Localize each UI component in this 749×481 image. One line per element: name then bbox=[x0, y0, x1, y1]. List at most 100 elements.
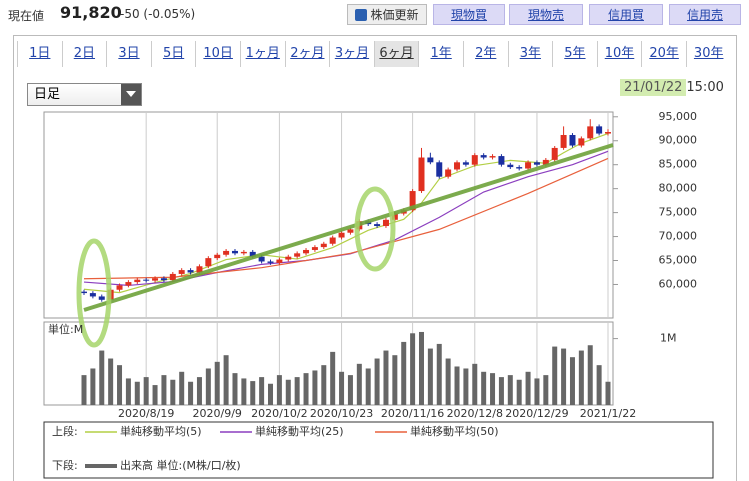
volume-bar bbox=[188, 381, 194, 405]
volume-bar bbox=[117, 365, 123, 405]
candle-body bbox=[294, 253, 301, 257]
candle-body bbox=[178, 270, 185, 274]
period-tab[interactable]: 3ヶ月 bbox=[329, 41, 374, 67]
volume-bar bbox=[561, 348, 567, 405]
candle-body bbox=[187, 270, 194, 273]
buy-button[interactable]: 現物買 bbox=[433, 4, 505, 25]
candle-body bbox=[249, 251, 256, 257]
volume-bar bbox=[259, 377, 265, 405]
volume-bar bbox=[392, 355, 398, 405]
candle-body bbox=[436, 162, 443, 177]
candle-body bbox=[152, 278, 159, 281]
volume-bar bbox=[179, 371, 185, 405]
candle-body bbox=[125, 282, 132, 286]
volume-bar bbox=[303, 373, 309, 405]
period-tab[interactable]: 1日 bbox=[17, 41, 62, 67]
volume-bar bbox=[543, 375, 549, 405]
volume-bar bbox=[250, 381, 256, 405]
period-tab[interactable]: 10日 bbox=[195, 41, 240, 67]
highlight-circle bbox=[76, 238, 112, 348]
volume-bar bbox=[605, 381, 611, 405]
volume-bar bbox=[347, 375, 353, 405]
volume-unit: 単位:M bbox=[48, 322, 83, 336]
volume-bar bbox=[232, 373, 238, 405]
volume-bar bbox=[401, 341, 407, 405]
period-tab[interactable]: 2日 bbox=[61, 41, 107, 67]
period-tab[interactable]: 20年 bbox=[641, 41, 686, 67]
legend-upper-label: 上段: bbox=[52, 424, 78, 438]
volume-bar bbox=[108, 358, 114, 405]
x-tick-label: 2020/12/29 bbox=[505, 407, 568, 420]
period-tab[interactable]: 10年 bbox=[596, 41, 642, 67]
legend-box bbox=[43, 421, 714, 479]
price-label: 現在値 bbox=[8, 9, 45, 23]
volume-frame bbox=[43, 321, 614, 406]
volume-bar bbox=[170, 379, 176, 405]
candle-body bbox=[471, 155, 478, 165]
interval-dropdown[interactable]: 日足 bbox=[27, 83, 142, 106]
legend-entry: 単純移動平均(5) bbox=[120, 424, 202, 438]
volume-bar bbox=[436, 343, 442, 405]
volume-bar bbox=[410, 333, 416, 405]
candle-body bbox=[525, 162, 532, 169]
x-tick-label: 2020/12/8 bbox=[447, 407, 503, 420]
dropdown-text: 日足 bbox=[34, 87, 61, 102]
volume-bar bbox=[427, 348, 433, 405]
period-tab[interactable]: 5日 bbox=[150, 41, 196, 67]
candle-body bbox=[489, 156, 496, 158]
y-tick-label: 60,000 bbox=[659, 277, 698, 290]
candle-body bbox=[223, 250, 230, 255]
period-tab[interactable]: 5年 bbox=[552, 41, 597, 67]
x-tick-label: 2020/8/19 bbox=[118, 407, 174, 420]
period-tab[interactable]: 1年 bbox=[418, 41, 463, 67]
volume-bar bbox=[90, 368, 96, 405]
x-tick-label: 2021/1/22 bbox=[580, 407, 636, 420]
candle-body bbox=[276, 259, 283, 263]
volume-bar bbox=[134, 381, 140, 405]
y-tick-label: 70,000 bbox=[659, 230, 698, 243]
candle-body bbox=[205, 258, 212, 267]
sell-button[interactable]: 現物売 bbox=[509, 4, 583, 25]
period-tab[interactable]: 2年 bbox=[462, 41, 508, 67]
y-tick-label: 65,000 bbox=[659, 254, 698, 267]
y-tick-label: 80,000 bbox=[659, 182, 698, 195]
volume-bar bbox=[152, 385, 158, 405]
period-tab[interactable]: 1ヶ月 bbox=[239, 41, 285, 67]
volume-bar bbox=[552, 346, 558, 405]
volume-bar bbox=[418, 331, 424, 405]
volume-bar bbox=[383, 350, 389, 405]
candle-body bbox=[480, 155, 487, 158]
candle-body bbox=[214, 254, 221, 259]
period-tab[interactable]: 30年 bbox=[685, 41, 731, 67]
margin-buy-button[interactable]: 信用買 bbox=[589, 4, 663, 25]
volume-bar bbox=[472, 363, 478, 405]
volume-bar bbox=[276, 375, 282, 405]
margin-sell-button[interactable]: 信用売 bbox=[669, 4, 741, 25]
period-tab[interactable]: 3日 bbox=[106, 41, 151, 67]
period-tab[interactable]: 6ヶ月 bbox=[373, 41, 419, 67]
volume-bar bbox=[498, 377, 504, 405]
period-tab[interactable]: 2ヶ月 bbox=[284, 41, 330, 67]
candle-body bbox=[347, 229, 354, 233]
dropdown-arrow bbox=[121, 84, 141, 105]
volume-bar bbox=[268, 383, 274, 405]
y-tick-label: 75,000 bbox=[659, 206, 698, 219]
volume-bar bbox=[490, 373, 496, 405]
volume-bar bbox=[294, 377, 300, 405]
volume-bar bbox=[356, 363, 362, 405]
volume-bar bbox=[161, 375, 167, 405]
volume-bar bbox=[196, 377, 202, 405]
candle-body bbox=[338, 232, 345, 238]
candle-body bbox=[196, 266, 203, 273]
candle-body bbox=[569, 134, 576, 146]
candle-body bbox=[418, 157, 425, 192]
candle-body bbox=[507, 164, 514, 168]
volume-bar bbox=[143, 377, 149, 405]
refresh-button[interactable]: 株価更新 bbox=[347, 4, 427, 25]
candle-body bbox=[551, 147, 558, 160]
period-tab[interactable]: 3年 bbox=[507, 41, 553, 67]
volume-bar bbox=[339, 371, 345, 405]
volume-bar bbox=[534, 378, 540, 405]
volume-bar bbox=[596, 365, 602, 405]
candle-body bbox=[320, 243, 327, 248]
